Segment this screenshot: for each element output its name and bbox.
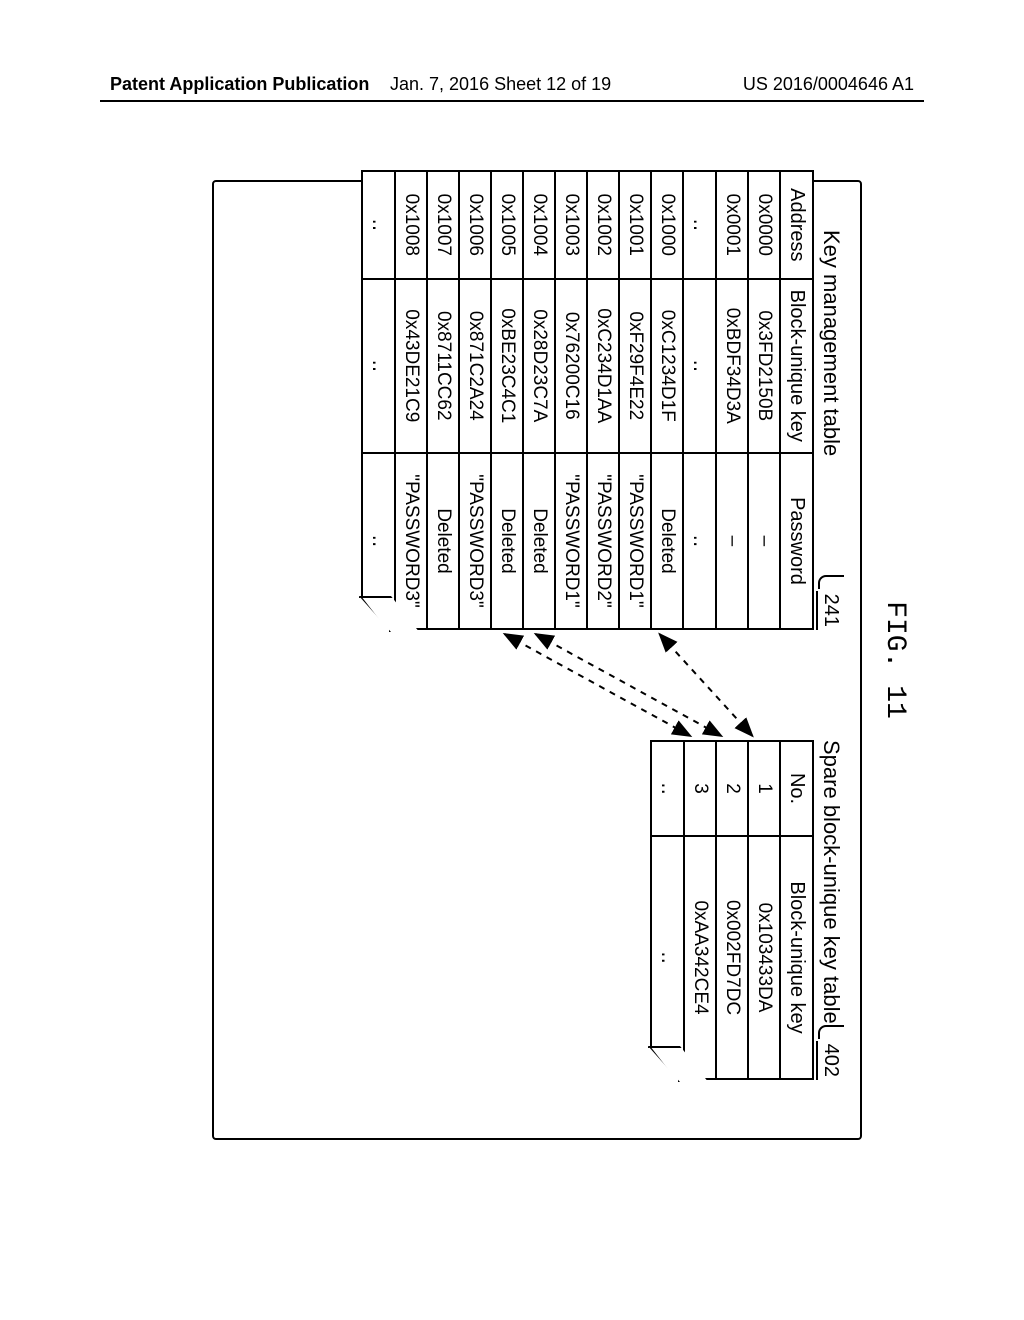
table-cell: ‥: [683, 279, 716, 453]
table-row: 0x10020xC234D1AA"PASSWORD2": [587, 171, 619, 629]
figure-rotated-container: FIG. 11 Key management table 241 Address…: [152, 140, 872, 1180]
spare-table-block: Spare block-unique key table 402 No. Blo…: [650, 740, 844, 1080]
table-cell: –: [716, 453, 748, 629]
table-row: 0x10080x43DE21C9"PASSWORD3": [395, 171, 427, 629]
header-left: Patent Application Publication: [110, 74, 369, 95]
table-cell: Deleted: [523, 453, 555, 629]
kmt-col-pwd: Password: [780, 453, 813, 629]
table-cell: "PASSWORD1": [555, 453, 587, 629]
table-row: 0x10070x8711CC62Deleted: [427, 171, 459, 629]
table-cell: Deleted: [651, 453, 683, 629]
table-row: 10x103433DA: [748, 741, 780, 1079]
table-cell: 1: [748, 741, 780, 836]
table-cell: 0xBDF34D3A: [716, 279, 748, 453]
table-cell: 2: [716, 741, 748, 836]
table-cell: 0x1001: [619, 171, 651, 279]
table-cell: 0x1000: [651, 171, 683, 279]
table-row: ‥‥‥: [362, 171, 395, 629]
table-cell: 0x103433DA: [748, 836, 780, 1079]
spare-callout-tick: [818, 1025, 844, 1039]
kmt-title: Key management table: [818, 230, 844, 456]
table-row: 0x10030x76200C16"PASSWORD1": [555, 171, 587, 629]
spare-title: Spare block-unique key table: [818, 740, 844, 1024]
table-row: 0x10060x871C2A24"PASSWORD3": [459, 171, 491, 629]
table-cell: "PASSWORD1": [619, 453, 651, 629]
table-cell: 0xBE23C4C1: [491, 279, 523, 453]
spare-table: No. Block-unique key 10x103433DA20x002FD…: [650, 740, 814, 1080]
table-row: ‥‥‥: [683, 171, 716, 629]
kmt-callout-wrap: 241: [816, 575, 844, 630]
kmt-table: Address Block-unique key Password 0x0000…: [361, 170, 814, 630]
table-row: ‥‥: [651, 741, 684, 1079]
key-management-table-block: Key management table 241 Address Block-u…: [361, 170, 844, 630]
table-row: 0x00010xBDF34D3A–: [716, 171, 748, 629]
table-cell: "PASSWORD3": [395, 453, 427, 629]
table-cell: 0x0000: [748, 171, 780, 279]
table-cell: 0x1007: [427, 171, 459, 279]
table-cell: 0x76200C16: [555, 279, 587, 453]
table-row: 20x002FD7DC: [716, 741, 748, 1079]
figure-label: FIG. 11: [879, 601, 910, 719]
table-cell: 0x871C2A24: [459, 279, 491, 453]
spare-col-no: No.: [780, 741, 813, 836]
table-cell: Deleted: [491, 453, 523, 629]
table-cell: 0x1005: [491, 171, 523, 279]
table-cell: 0x1004: [523, 171, 555, 279]
table-cell: ‥: [362, 453, 395, 629]
spare-table-curl: No. Block-unique key 10x103433DA20x002FD…: [650, 740, 814, 1080]
table-row: 0x10050xBE23C4C1Deleted: [491, 171, 523, 629]
kmt-col-address: Address: [780, 171, 813, 279]
table-cell: 3: [684, 741, 716, 836]
table-row: 30xAA342CE4: [684, 741, 716, 1079]
table-row: 0x10040x28D23C7ADeleted: [523, 171, 555, 629]
table-cell: 0x43DE21C9: [395, 279, 427, 453]
table-cell: 0x28D23C7A: [523, 279, 555, 453]
table-cell: 0x1002: [587, 171, 619, 279]
table-cell: ‥: [362, 279, 395, 453]
header-center: Jan. 7, 2016 Sheet 12 of 19: [390, 74, 611, 95]
table-cell: "PASSWORD2": [587, 453, 619, 629]
table-cell: 0xC234D1AA: [587, 279, 619, 453]
table-cell: 0xC1234D1F: [651, 279, 683, 453]
header-right: US 2016/0004646 A1: [743, 74, 914, 95]
table-cell: "PASSWORD3": [459, 453, 491, 629]
table-cell: ‥: [683, 453, 716, 629]
table-cell: 0x1006: [459, 171, 491, 279]
kmt-table-curl: Address Block-unique key Password 0x0000…: [361, 170, 814, 630]
header-rule: [100, 100, 924, 102]
table-cell: 0x3FD2150B: [748, 279, 780, 453]
table-cell: ‥: [651, 741, 684, 836]
kmt-callout: 241: [816, 591, 842, 630]
table-cell: ‥: [362, 171, 395, 279]
table-row: 0x00000x3FD2150B–: [748, 171, 780, 629]
table-cell: Deleted: [427, 453, 459, 629]
table-cell: 0xF29F4E22: [619, 279, 651, 453]
spare-callout-wrap: 402: [816, 1025, 844, 1080]
table-cell: 0x002FD7DC: [716, 836, 748, 1079]
table-cell: 0x1003: [555, 171, 587, 279]
kmt-callout-tick: [818, 575, 844, 589]
table-row: 0x10010xF29F4E22"PASSWORD1": [619, 171, 651, 629]
table-cell: 0xAA342CE4: [684, 836, 716, 1079]
table-cell: 0x0001: [716, 171, 748, 279]
table-cell: –: [748, 453, 780, 629]
table-row: 0x10000xC1234D1FDeleted: [651, 171, 683, 629]
table-cell: 0x8711CC62: [427, 279, 459, 453]
table-cell: ‥: [683, 171, 716, 279]
kmt-col-key: Block-unique key: [780, 279, 813, 453]
table-cell: ‥: [651, 836, 684, 1079]
table-cell: 0x1008: [395, 171, 427, 279]
spare-callout: 402: [816, 1041, 842, 1080]
spare-col-key: Block-unique key: [780, 836, 813, 1079]
